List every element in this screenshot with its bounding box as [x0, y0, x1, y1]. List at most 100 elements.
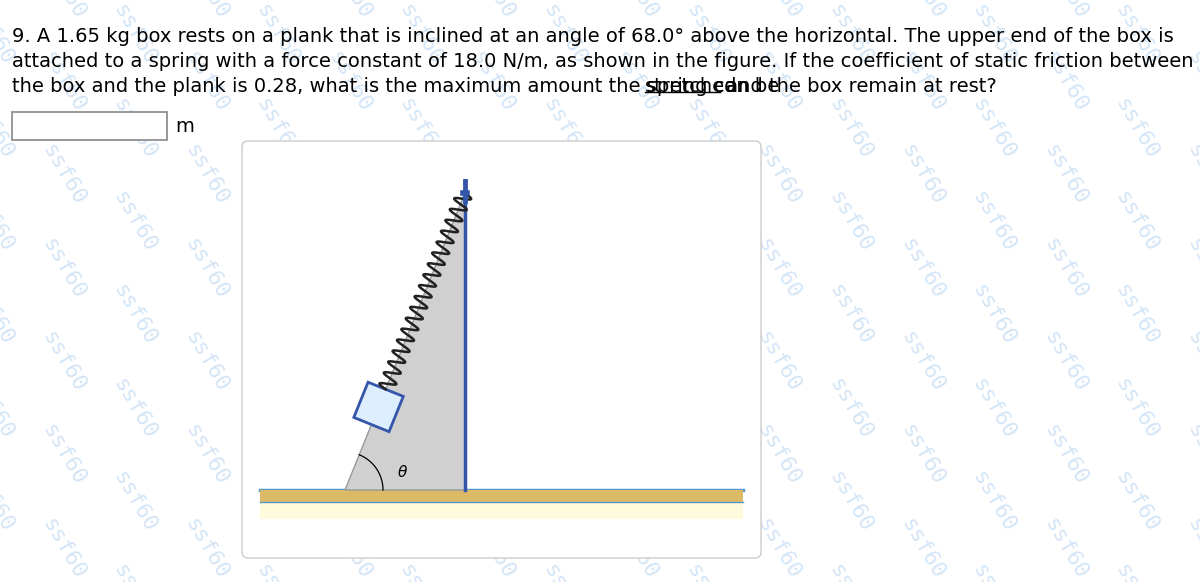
Text: ssf60: ssf60: [252, 1, 304, 69]
Text: ssf60: ssf60: [109, 95, 160, 162]
Text: ssf60: ssf60: [896, 235, 948, 303]
Text: ssf60: ssf60: [252, 281, 304, 349]
Text: ssf60: ssf60: [754, 514, 804, 582]
Text: ssf60: ssf60: [1111, 281, 1163, 349]
Text: ssf60: ssf60: [1183, 235, 1200, 303]
Text: ssf60: ssf60: [611, 328, 661, 396]
Text: ssf60: ssf60: [1183, 328, 1200, 396]
Text: ssf60: ssf60: [1183, 421, 1200, 489]
Text: ssf60: ssf60: [109, 1, 160, 69]
Text: ssf60: ssf60: [539, 375, 589, 443]
Text: ssf60: ssf60: [754, 421, 804, 489]
Text: ssf60: ssf60: [896, 328, 948, 396]
Text: ssf60: ssf60: [1040, 0, 1091, 23]
Text: ssf60: ssf60: [181, 141, 232, 210]
Text: ssf60: ssf60: [826, 562, 876, 582]
Text: ssf60: ssf60: [682, 562, 733, 582]
Text: ssf60: ssf60: [324, 48, 374, 116]
Text: ssf60: ssf60: [896, 421, 948, 489]
Text: ssf60: ssf60: [611, 514, 661, 582]
Text: ssf60: ssf60: [896, 0, 948, 23]
Text: ssf60: ssf60: [396, 188, 446, 256]
Text: ssf60: ssf60: [1040, 48, 1091, 116]
Text: ssf60: ssf60: [968, 375, 1019, 443]
Text: ssf60: ssf60: [1183, 0, 1200, 23]
Text: ssf60: ssf60: [109, 188, 160, 256]
Text: ssf60: ssf60: [826, 468, 876, 536]
Text: ssf60: ssf60: [968, 562, 1019, 582]
Text: ssf60: ssf60: [396, 562, 446, 582]
Text: ssf60: ssf60: [37, 235, 89, 303]
Text: ssf60: ssf60: [396, 1, 446, 69]
Text: ssf60: ssf60: [1040, 235, 1091, 303]
Text: ssf60: ssf60: [324, 421, 374, 489]
Text: ssf60: ssf60: [1040, 141, 1091, 210]
FancyBboxPatch shape: [242, 141, 761, 558]
Text: ssf60: ssf60: [252, 375, 304, 443]
Text: ssf60: ssf60: [826, 375, 876, 443]
Text: ssf60: ssf60: [1040, 328, 1091, 396]
Polygon shape: [346, 193, 464, 490]
Text: ssf60: ssf60: [1111, 95, 1163, 162]
Text: ssf60: ssf60: [0, 375, 17, 443]
Text: ssf60: ssf60: [1111, 188, 1163, 256]
Text: ssf60: ssf60: [826, 95, 876, 162]
Text: ssf60: ssf60: [252, 562, 304, 582]
Text: ssf60: ssf60: [682, 281, 733, 349]
Text: ssf60: ssf60: [1183, 141, 1200, 210]
Text: ssf60: ssf60: [611, 235, 661, 303]
Text: ssf60: ssf60: [968, 188, 1019, 256]
Text: ssf60: ssf60: [968, 95, 1019, 162]
Text: ssf60: ssf60: [754, 235, 804, 303]
Text: ssf60: ssf60: [611, 421, 661, 489]
Text: ssf60: ssf60: [1111, 562, 1163, 582]
Text: ssf60: ssf60: [1183, 514, 1200, 582]
Text: and the box remain at rest?: and the box remain at rest?: [720, 77, 997, 96]
Text: ssf60: ssf60: [37, 141, 89, 210]
Text: ssf60: ssf60: [181, 235, 232, 303]
Text: ssf60: ssf60: [968, 468, 1019, 536]
Text: ssf60: ssf60: [682, 375, 733, 443]
Text: ssf60: ssf60: [539, 1, 589, 69]
Text: 9. A 1.65 kg box rests on a plank that is inclined at an angle of 68.0° above th: 9. A 1.65 kg box rests on a plank that i…: [12, 27, 1174, 46]
Text: ssf60: ssf60: [252, 95, 304, 162]
Text: ssf60: ssf60: [0, 562, 17, 582]
Text: ssf60: ssf60: [467, 141, 518, 210]
Text: ssf60: ssf60: [539, 281, 589, 349]
Bar: [260, 502, 743, 519]
Text: ssf60: ssf60: [467, 0, 518, 23]
Text: ssf60: ssf60: [467, 48, 518, 116]
Text: ssf60: ssf60: [968, 281, 1019, 349]
Text: ssf60: ssf60: [37, 514, 89, 582]
Text: ssf60: ssf60: [396, 375, 446, 443]
Text: ssf60: ssf60: [539, 468, 589, 536]
Text: ssf60: ssf60: [181, 328, 232, 396]
Text: ssf60: ssf60: [181, 0, 232, 23]
Text: ssf60: ssf60: [37, 328, 89, 396]
Text: ssf60: ssf60: [109, 562, 160, 582]
Text: ssf60: ssf60: [1183, 48, 1200, 116]
Text: ssf60: ssf60: [467, 328, 518, 396]
Bar: [12, 112, 167, 140]
Bar: [260, 490, 743, 502]
Text: ssf60: ssf60: [896, 514, 948, 582]
Text: ssf60: ssf60: [1111, 375, 1163, 443]
Text: ssf60: ssf60: [682, 95, 733, 162]
Text: ssf60: ssf60: [826, 281, 876, 349]
Text: ssf60: ssf60: [181, 421, 232, 489]
Text: the box and the plank is 0.28, what is the maximum amount the spring can be: the box and the plank is 0.28, what is t…: [12, 77, 786, 96]
Text: ssf60: ssf60: [181, 48, 232, 116]
Text: ssf60: ssf60: [754, 48, 804, 116]
Text: $\theta$: $\theta$: [397, 464, 408, 480]
Text: ssf60: ssf60: [0, 1, 17, 69]
Text: ssf60: ssf60: [0, 188, 17, 256]
Text: ssf60: ssf60: [539, 562, 589, 582]
Text: ssf60: ssf60: [467, 514, 518, 582]
Text: ssf60: ssf60: [324, 328, 374, 396]
Text: ssf60: ssf60: [539, 188, 589, 256]
Text: ssf60: ssf60: [324, 141, 374, 210]
Polygon shape: [354, 382, 403, 432]
Text: ssf60: ssf60: [324, 0, 374, 23]
Text: ssf60: ssf60: [1040, 421, 1091, 489]
Text: ssf60: ssf60: [826, 188, 876, 256]
